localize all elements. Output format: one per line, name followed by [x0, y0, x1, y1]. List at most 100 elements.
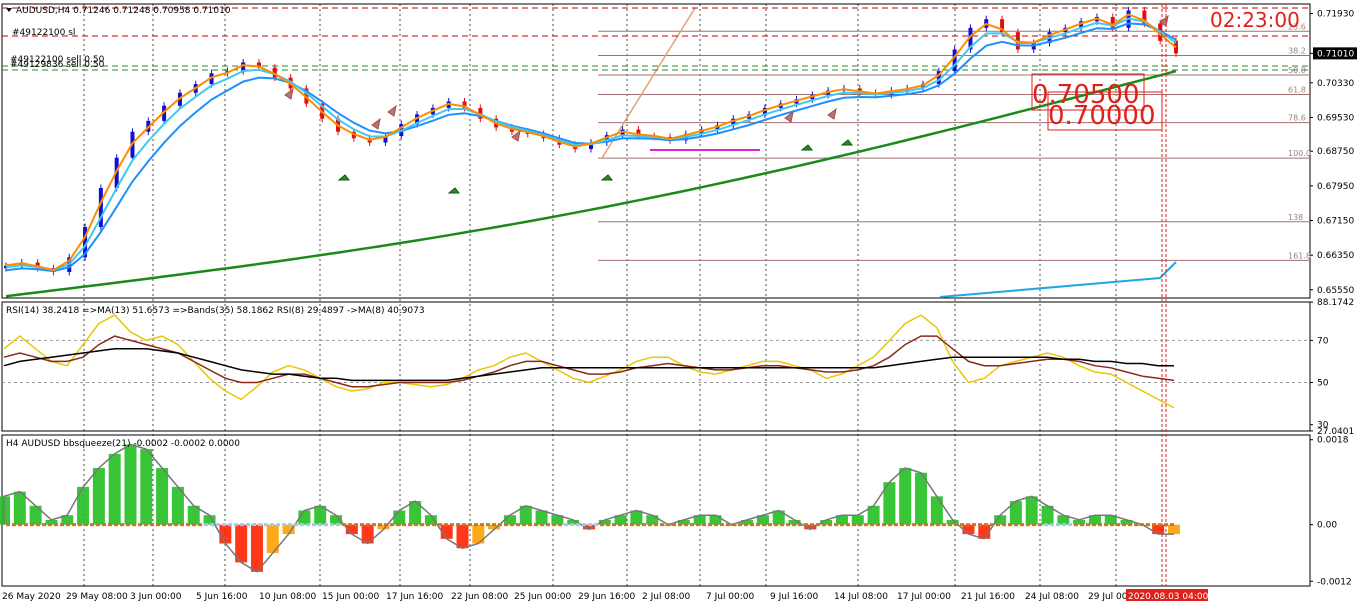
squeeze-dot	[786, 523, 790, 527]
bbs-histogram-bar	[677, 519, 690, 525]
bbs-histogram-bar	[377, 524, 390, 530]
squeeze-dot	[1020, 523, 1024, 527]
squeeze-dot	[846, 523, 850, 527]
squeeze-dot	[990, 523, 994, 527]
x-axis-label: 17 Jul 00:00	[897, 592, 951, 602]
fibo-level-label: 23.6	[1288, 22, 1306, 31]
squeeze-dot	[186, 523, 190, 527]
squeeze-dot	[108, 523, 112, 527]
squeeze-dot	[906, 523, 910, 527]
bbs-histogram-bar	[756, 515, 769, 525]
candle-body	[162, 105, 167, 121]
squeeze-dot	[216, 523, 220, 527]
candle-body	[1110, 16, 1115, 28]
bbs-histogram-bar	[140, 449, 153, 525]
bbs-histogram-bar	[1025, 496, 1038, 525]
candle-body	[762, 107, 767, 115]
rsi-axis-label: 30	[1317, 421, 1329, 431]
candle-body	[383, 136, 388, 143]
squeeze-dot	[522, 523, 526, 527]
price-axis-label: 0.69530	[1317, 113, 1354, 123]
bbs-histogram-bar	[0, 496, 10, 525]
bbs-histogram-bar	[551, 515, 564, 525]
squeeze-dot	[534, 523, 538, 527]
squeeze-dot	[510, 523, 514, 527]
candle-body	[604, 135, 609, 143]
squeeze-dot	[300, 523, 304, 527]
squeeze-dot	[858, 523, 862, 527]
squeeze-dot	[126, 523, 130, 527]
squeeze-dot	[30, 523, 34, 527]
squeeze-dot	[714, 523, 718, 527]
squeeze-dot	[378, 523, 382, 527]
squeeze-dot	[210, 523, 214, 527]
bbs-histogram-bar	[219, 524, 232, 544]
squeeze-dot	[582, 523, 586, 527]
squeeze-dot	[36, 523, 40, 527]
bbs-histogram-bar	[1168, 524, 1180, 535]
squeeze-dot	[120, 523, 124, 527]
squeeze-dot	[42, 523, 46, 527]
squeeze-dot	[1026, 523, 1030, 527]
sell-arrow-icon	[387, 104, 397, 117]
bbs-histogram-bar	[630, 510, 643, 525]
squeeze-dot	[1104, 523, 1108, 527]
squeeze-dot	[798, 523, 802, 527]
squeeze-dot	[18, 523, 22, 527]
bbs-histogram-bar	[1073, 519, 1086, 525]
bbs-histogram-bar	[92, 468, 105, 525]
candle-body	[1142, 10, 1147, 24]
squeeze-dot	[330, 523, 334, 527]
squeeze-dot	[420, 523, 424, 527]
bbs-histogram-bar	[424, 515, 437, 525]
squeeze-dot	[768, 523, 772, 527]
bbs-histogram-bar	[709, 515, 722, 525]
buy-arrow-icon	[840, 139, 854, 146]
squeeze-dot	[924, 523, 928, 527]
price-level-label: 0.70000	[1048, 101, 1156, 131]
squeeze-dot	[930, 523, 934, 527]
bbs-histogram-bar	[899, 468, 912, 525]
bbs-histogram-bar	[851, 515, 864, 525]
squeeze-dot	[540, 523, 544, 527]
bbs-histogram-bar	[867, 505, 880, 525]
x-axis-label: 2020.08.03 04:00	[1128, 592, 1209, 602]
squeeze-dot	[816, 523, 820, 527]
current-time-marker	[1126, 589, 1208, 601]
squeeze-dot	[474, 523, 478, 527]
x-axis-label: 29 Jun 16:00	[578, 592, 635, 602]
bbs-histogram-bar	[994, 515, 1007, 525]
squeeze-dot	[270, 523, 274, 527]
bbs-axis-label: 0.00	[1317, 521, 1337, 531]
bbs-histogram-bar	[45, 519, 58, 525]
squeeze-dot	[732, 523, 736, 527]
bbs-histogram-bar	[393, 510, 406, 525]
dropdown-triangle-icon[interactable]	[6, 8, 12, 12]
squeeze-dot	[762, 523, 766, 527]
sell-arrow-icon	[1159, 14, 1169, 27]
squeeze-dot	[834, 523, 838, 527]
ma-long-line	[5, 69, 1177, 298]
squeeze-dot	[1074, 523, 1078, 527]
squeeze-dot	[804, 523, 808, 527]
squeeze-dot	[1008, 523, 1012, 527]
squeeze-dot	[90, 523, 94, 527]
bbs-histogram-bar	[788, 519, 801, 525]
squeeze-dot	[144, 523, 148, 527]
squeeze-dot	[360, 523, 364, 527]
squeeze-dot	[408, 523, 412, 527]
squeeze-dot	[672, 523, 676, 527]
squeeze-dot	[684, 523, 688, 527]
squeeze-dot	[1080, 523, 1084, 527]
squeeze-dot	[162, 523, 166, 527]
bbs-histogram-bar	[693, 515, 706, 525]
squeeze-dot	[918, 523, 922, 527]
squeeze-dot	[282, 523, 286, 527]
candle-body	[731, 118, 736, 126]
fibo-level-label: 100.0	[1288, 149, 1311, 158]
squeeze-dot	[612, 523, 616, 527]
squeeze-dot	[852, 523, 856, 527]
order-label-sell: #49122100 sell 0.50	[10, 55, 105, 65]
